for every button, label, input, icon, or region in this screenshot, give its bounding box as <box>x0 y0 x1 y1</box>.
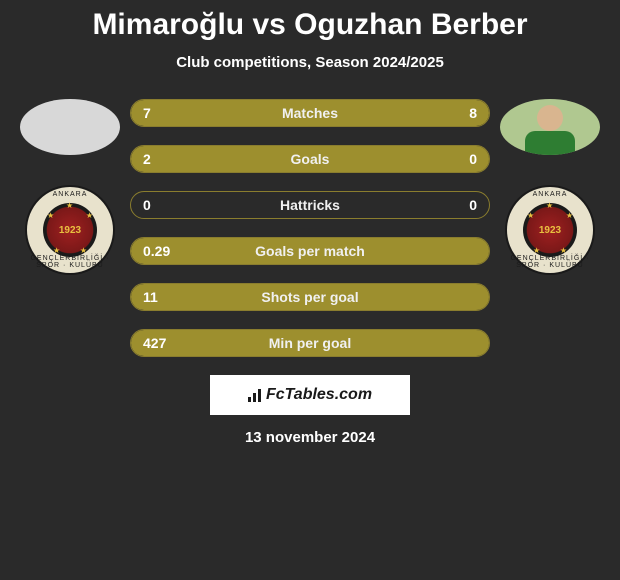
stat-row: Hattricks0 0 <box>130 191 490 219</box>
stat-left-value: 7 <box>143 100 151 126</box>
badge-bottom-text: GENÇLERBİRLİĞİ · SPOR · KULÜBÜ <box>25 255 115 269</box>
stat-bar: Goals2 0 <box>130 145 490 173</box>
comparison-title: Mimaroğlu vs Oguzhan Berber <box>0 8 620 42</box>
stat-row: Shots per goal11 <box>130 283 490 311</box>
badge-bottom-text: GENÇLERBİRLİĞİ · SPOR · KULÜBÜ <box>505 255 595 269</box>
watermark-text: FcTables.com <box>266 386 372 404</box>
stats-bars: Matches78Goals20Hattricks00Goals per mat… <box>130 95 490 357</box>
player1-avatar <box>20 99 120 155</box>
stat-left-value: 0 <box>143 192 151 218</box>
stat-left-value: 0.29 <box>143 238 170 264</box>
vs-separator: vs <box>252 8 285 41</box>
player2-avatar <box>500 99 600 155</box>
stat-bar: Shots per goal11 <box>130 283 490 311</box>
stat-label: Matches <box>131 100 489 126</box>
stat-label: Goals <box>131 146 489 172</box>
stat-bar: Matches7 8 <box>130 99 490 127</box>
stat-label: Goals per match <box>131 238 489 264</box>
stat-label: Hattricks <box>131 192 489 218</box>
stat-bar: Hattricks0 0 <box>130 191 490 219</box>
badge-stars-icon: ★ ★ ★ ★ ★ <box>523 203 577 257</box>
comparison-body: ANKARA 1923 ★ ★ ★ ★ ★ GENÇLERBİRLİĞİ · S… <box>0 95 620 357</box>
stat-left-value: 427 <box>143 330 166 356</box>
badge-top-text: ANKARA <box>25 191 115 198</box>
stat-row: Goals per match0.29 <box>130 237 490 265</box>
subtitle: Club competitions, Season 2024/2025 <box>0 54 620 71</box>
stat-row: Min per goal427 <box>130 329 490 357</box>
player2-club-badge: ANKARA 1923 ★ ★ ★ ★ ★ GENÇLERBİRLİĞİ · S… <box>505 185 595 275</box>
stat-left-value: 11 <box>143 284 158 310</box>
stat-label: Shots per goal <box>131 284 489 310</box>
stat-right-value: 0 <box>469 146 477 172</box>
stat-row: Goals2 0 <box>130 145 490 173</box>
left-player-column: ANKARA 1923 ★ ★ ★ ★ ★ GENÇLERBİRLİĞİ · S… <box>20 95 120 275</box>
stat-label: Min per goal <box>131 330 489 356</box>
player2-name: Oguzhan Berber <box>294 8 527 41</box>
right-player-column: ANKARA 1923 ★ ★ ★ ★ ★ GENÇLERBİRLİĞİ · S… <box>500 95 600 275</box>
stat-right-value: 8 <box>469 100 477 126</box>
date: 13 november 2024 <box>0 429 620 446</box>
stat-bar: Min per goal427 <box>130 329 490 357</box>
stat-left-value: 2 <box>143 146 151 172</box>
stat-right-value: 0 <box>469 192 477 218</box>
player1-name: Mimaroğlu <box>92 8 244 41</box>
stat-bar: Goals per match0.29 <box>130 237 490 265</box>
badge-stars-icon: ★ ★ ★ ★ ★ <box>43 203 97 257</box>
player1-club-badge: ANKARA 1923 ★ ★ ★ ★ ★ GENÇLERBİRLİĞİ · S… <box>25 185 115 275</box>
stat-row: Matches7 8 <box>130 99 490 127</box>
badge-top-text: ANKARA <box>505 191 595 198</box>
chart-icon <box>248 388 262 402</box>
watermark: FcTables.com <box>210 375 410 415</box>
